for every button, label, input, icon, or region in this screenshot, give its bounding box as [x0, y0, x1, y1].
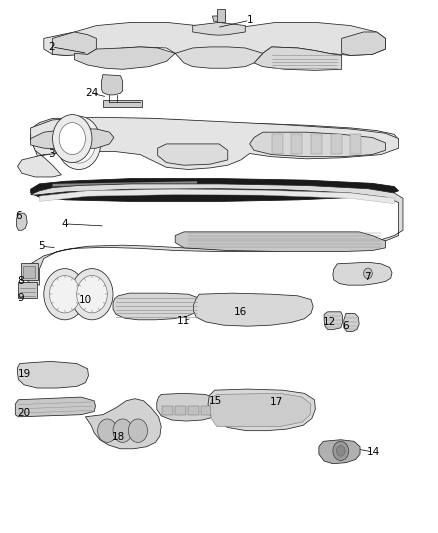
Text: 15: 15 — [209, 396, 222, 406]
Polygon shape — [102, 75, 123, 95]
Circle shape — [57, 116, 101, 169]
Polygon shape — [18, 117, 399, 177]
Text: 6: 6 — [343, 321, 350, 331]
Polygon shape — [53, 181, 197, 187]
Bar — [21, 263, 38, 280]
Polygon shape — [53, 32, 96, 55]
Polygon shape — [74, 47, 175, 69]
Circle shape — [98, 419, 117, 442]
Polygon shape — [85, 399, 161, 449]
Circle shape — [62, 123, 95, 163]
Polygon shape — [344, 313, 359, 332]
Polygon shape — [250, 132, 385, 157]
Circle shape — [71, 269, 113, 320]
Text: 3: 3 — [48, 149, 55, 158]
Circle shape — [336, 446, 345, 456]
Text: 11: 11 — [177, 316, 190, 326]
Polygon shape — [333, 262, 392, 285]
Circle shape — [128, 419, 148, 442]
Text: 10: 10 — [79, 295, 92, 304]
Polygon shape — [311, 134, 322, 154]
Polygon shape — [319, 440, 360, 464]
Polygon shape — [31, 118, 88, 140]
Bar — [162, 406, 173, 415]
Bar — [103, 100, 142, 107]
Text: 2: 2 — [48, 42, 55, 52]
Polygon shape — [324, 312, 343, 329]
Polygon shape — [31, 129, 114, 149]
Polygon shape — [157, 393, 221, 421]
Text: 8: 8 — [18, 277, 25, 286]
Polygon shape — [193, 22, 245, 35]
Polygon shape — [342, 32, 385, 55]
Circle shape — [113, 419, 132, 442]
Polygon shape — [208, 389, 315, 431]
Text: 9: 9 — [18, 294, 25, 303]
Polygon shape — [31, 179, 399, 201]
Text: 18: 18 — [112, 432, 125, 442]
Polygon shape — [113, 293, 199, 320]
Polygon shape — [158, 144, 228, 165]
Polygon shape — [254, 47, 342, 70]
Polygon shape — [210, 393, 311, 426]
Text: 5: 5 — [38, 241, 45, 251]
Text: 16: 16 — [233, 307, 247, 317]
Circle shape — [44, 269, 86, 320]
Polygon shape — [175, 47, 263, 68]
Text: 4: 4 — [61, 219, 68, 229]
Polygon shape — [47, 276, 110, 313]
Text: 1: 1 — [246, 15, 253, 25]
Polygon shape — [18, 361, 88, 388]
Text: 6: 6 — [15, 211, 22, 221]
Text: 14: 14 — [367, 447, 380, 457]
Polygon shape — [26, 184, 403, 285]
Polygon shape — [331, 134, 342, 154]
Polygon shape — [17, 213, 27, 230]
Circle shape — [77, 276, 107, 313]
Bar — [18, 282, 37, 298]
Bar — [188, 406, 199, 415]
Circle shape — [53, 115, 92, 163]
Polygon shape — [22, 118, 399, 175]
Polygon shape — [291, 134, 302, 154]
Bar — [217, 9, 225, 22]
Text: 19: 19 — [18, 369, 31, 379]
Text: 24: 24 — [85, 88, 99, 98]
Text: 7: 7 — [364, 272, 371, 282]
Bar — [201, 406, 212, 415]
Polygon shape — [194, 293, 313, 326]
Polygon shape — [175, 232, 385, 252]
Bar — [175, 406, 186, 415]
Text: 17: 17 — [269, 398, 283, 407]
Circle shape — [364, 268, 372, 279]
Polygon shape — [44, 22, 385, 63]
Circle shape — [59, 123, 85, 155]
Circle shape — [333, 441, 349, 461]
Bar — [23, 266, 35, 278]
Text: 20: 20 — [18, 408, 31, 418]
Polygon shape — [350, 134, 361, 154]
Polygon shape — [212, 16, 226, 21]
Circle shape — [49, 276, 80, 313]
Text: 12: 12 — [323, 318, 336, 327]
Polygon shape — [272, 134, 283, 154]
Polygon shape — [15, 397, 95, 417]
Polygon shape — [39, 189, 394, 204]
